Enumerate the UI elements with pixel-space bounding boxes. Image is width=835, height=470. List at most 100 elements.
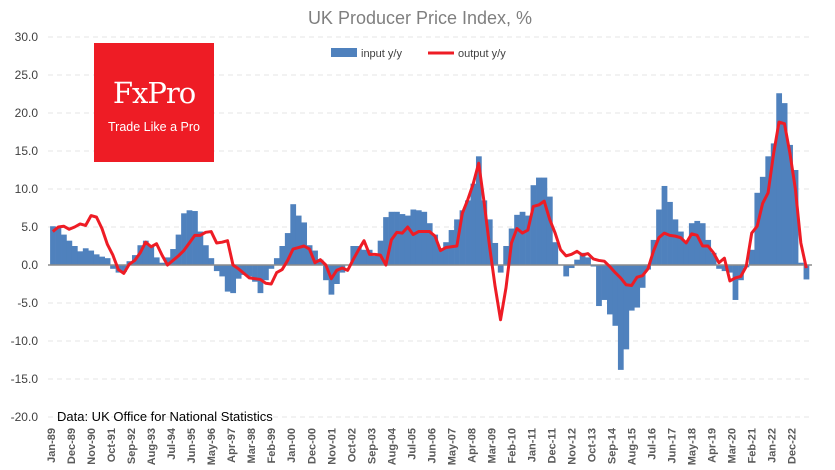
legend: input y/y output y/y (331, 48, 506, 60)
input-bar (541, 177, 548, 265)
input-bar (213, 265, 220, 272)
input-bar (759, 176, 766, 265)
input-bars (50, 93, 810, 370)
legend-label-input: input y/y (361, 48, 402, 60)
x-tick-label: Aug-93 (146, 428, 158, 465)
input-bar (443, 242, 449, 265)
input-bar (263, 265, 269, 281)
input-bar (415, 210, 422, 265)
legend-label-output: output y/y (458, 48, 506, 60)
input-bar (71, 246, 78, 265)
input-bar (781, 103, 788, 266)
input-bar (634, 265, 641, 308)
input-bar (710, 252, 717, 265)
input-bar (301, 222, 308, 265)
y-axis-labels: 30.0 25.0 20.0 15.0 10.0 5.0 0.0 -5.0 -10.0 -15.0… (11, 30, 39, 424)
x-tick-label: Sep-92 (126, 428, 138, 464)
x-tick-label: Feb-99 (266, 428, 278, 463)
input-bar (798, 262, 804, 265)
y-tick-label: -15.0 (11, 372, 39, 386)
input-bar (776, 93, 783, 266)
x-tick-label: Apr-08 (466, 428, 478, 463)
input-bar (312, 250, 318, 265)
input-bar (88, 250, 95, 265)
input-bar (530, 185, 537, 265)
input-bar (525, 215, 531, 265)
x-tick-label: Dec-89 (66, 428, 78, 464)
y-tick-label: 25.0 (15, 68, 39, 82)
input-bar (82, 248, 89, 265)
y-tick-label: -5.0 (17, 296, 38, 310)
x-tick-label: Dec-11 (547, 428, 559, 463)
input-bar (372, 255, 378, 265)
input-bar (432, 234, 439, 265)
input-bar (628, 265, 635, 311)
source-note: Data: UK Office for National Statistics (57, 409, 273, 424)
x-tick-label: Jul-05 (406, 428, 418, 460)
input-bar (219, 265, 226, 277)
input-bar (50, 226, 56, 265)
x-tick-label: Jan-00 (286, 428, 298, 463)
input-bar (192, 211, 198, 265)
input-bar (295, 215, 302, 265)
y-tick-label: 15.0 (15, 144, 39, 158)
input-bar (99, 256, 105, 265)
input-bar (716, 265, 722, 269)
input-bar (235, 265, 242, 279)
input-bar (186, 210, 193, 265)
input-bar (677, 231, 684, 265)
x-tick-label: May-07 (446, 428, 458, 465)
input-bar (383, 217, 389, 265)
input-bar (661, 185, 668, 265)
input-bar (334, 265, 340, 284)
input-bar (273, 258, 280, 265)
input-bar (459, 210, 466, 265)
input-bar (197, 231, 204, 265)
fxpro-logo: FxPro Trade Like a Pro (94, 43, 214, 162)
x-tick-label: Mar-98 (246, 428, 258, 463)
x-tick-label: Dec-22 (787, 428, 799, 464)
legend-swatch-input (331, 48, 357, 57)
input-bar (497, 265, 504, 273)
input-bar (241, 265, 247, 275)
x-tick-label: Aug-04 (386, 427, 398, 465)
input-bar (426, 223, 433, 265)
x-tick-label: Feb-21 (747, 428, 759, 463)
x-tick-label: Jan-22 (767, 428, 779, 463)
input-bar (61, 234, 67, 265)
input-bar (748, 249, 755, 265)
x-tick-label: Oct-91 (106, 428, 118, 462)
input-bar (792, 170, 799, 265)
input-bar (617, 265, 624, 370)
input-bar (202, 245, 209, 265)
x-tick-label: May-18 (687, 428, 699, 465)
input-bar (121, 265, 127, 272)
x-tick-label: Mar-09 (486, 428, 498, 463)
x-tick-label: May-96 (206, 428, 218, 465)
y-tick-label: -10.0 (11, 334, 39, 348)
x-tick-label: Jun-06 (426, 428, 438, 463)
input-bar (361, 249, 368, 265)
x-tick-label: Feb-10 (506, 428, 518, 463)
x-axis-labels: Jan-89 Dec-89 Nov-90 Oct-91 Sep-92 Aug-93 Jul-… (46, 427, 799, 465)
input-bar (104, 258, 111, 265)
input-bar (410, 209, 417, 265)
input-bar (481, 200, 488, 265)
input-bar (519, 211, 526, 265)
input-bar (290, 204, 297, 265)
input-bar (765, 156, 772, 265)
input-bar (153, 257, 160, 265)
input-bar (110, 265, 116, 269)
input-bar (492, 242, 499, 265)
x-tick-label: Aug-15 (627, 428, 639, 465)
input-bar (230, 265, 237, 294)
input-bar (552, 242, 559, 265)
input-bar (688, 223, 695, 265)
x-tick-label: Mar-20 (727, 428, 739, 463)
y-tick-label: 20.0 (15, 106, 39, 120)
input-bar (546, 196, 553, 265)
x-tick-label: Jun-17 (667, 428, 679, 463)
input-bar (164, 257, 171, 265)
